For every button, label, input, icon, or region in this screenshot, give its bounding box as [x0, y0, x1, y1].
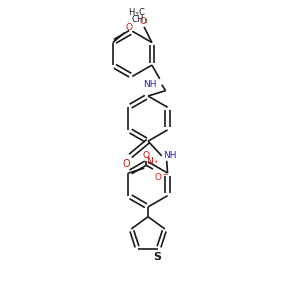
Text: CH$_3$: CH$_3$: [131, 13, 149, 26]
Text: O$^-$: O$^-$: [154, 171, 169, 182]
Text: O: O: [125, 23, 133, 32]
Text: N: N: [146, 157, 153, 166]
Text: S: S: [153, 252, 161, 262]
Text: $^+$: $^+$: [152, 160, 159, 166]
Text: O: O: [123, 159, 130, 169]
Text: NH: NH: [163, 152, 176, 160]
Text: O: O: [140, 17, 146, 26]
Text: O: O: [143, 151, 150, 160]
Text: H$_3$C: H$_3$C: [128, 7, 146, 19]
Text: NH: NH: [143, 80, 157, 89]
